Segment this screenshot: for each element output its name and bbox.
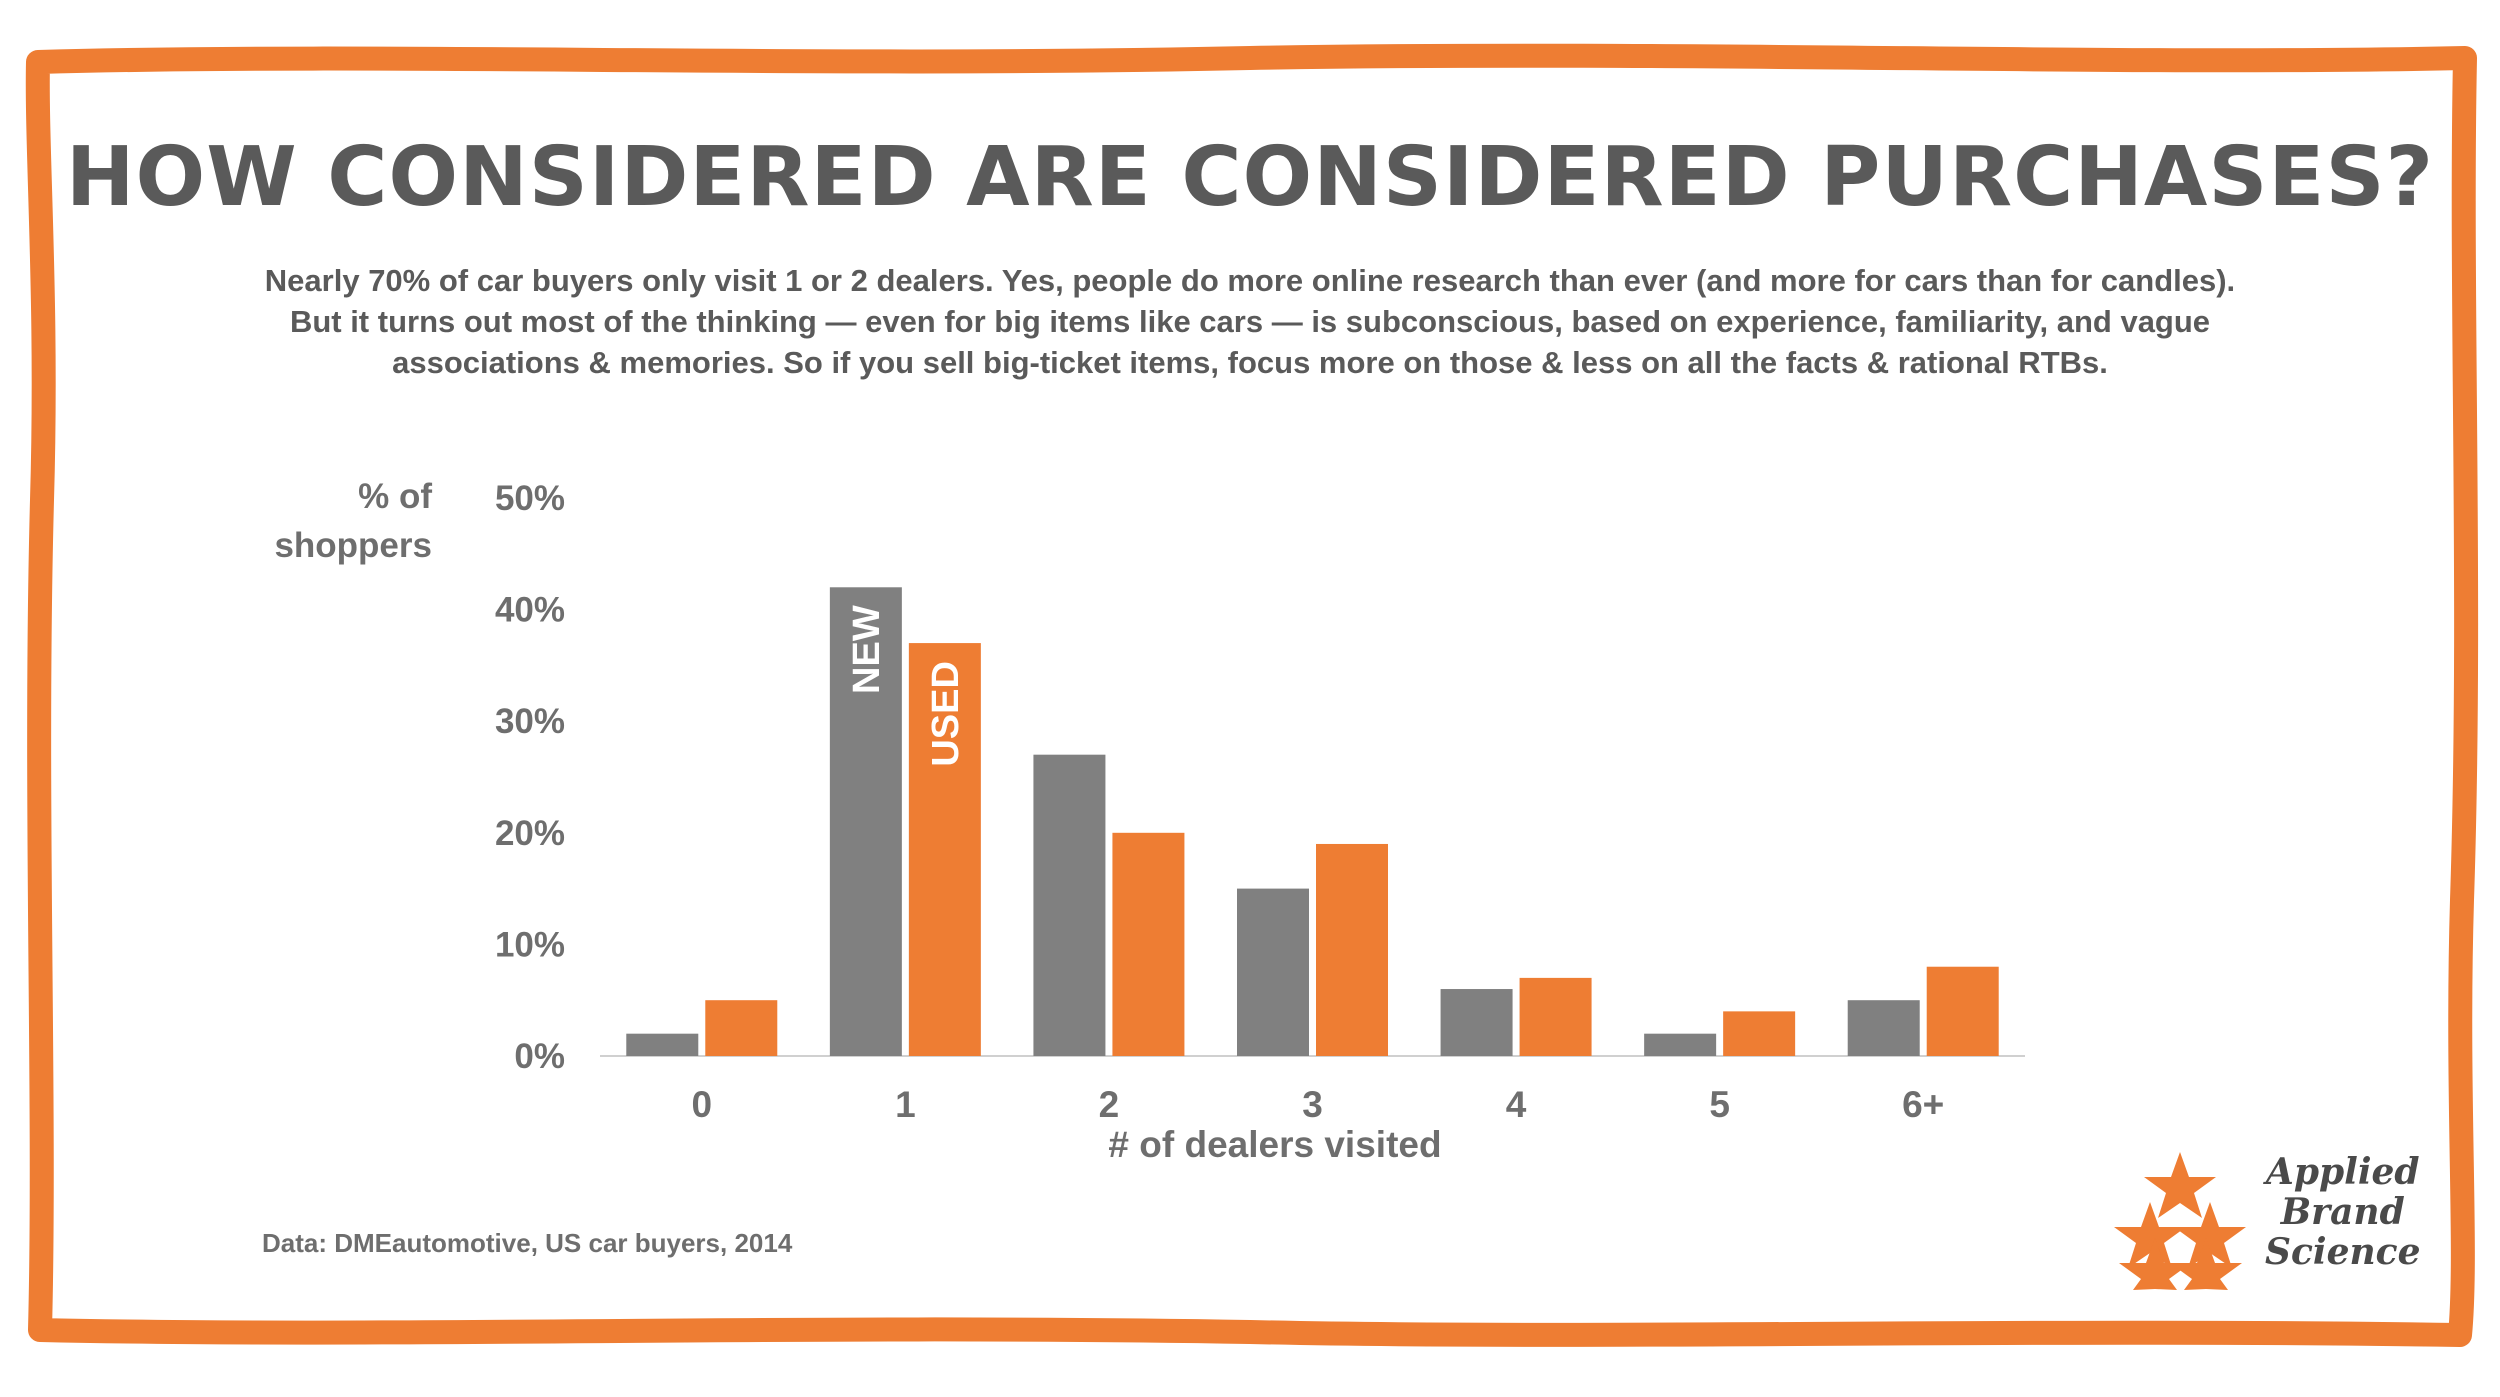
- x-tick-label: 4: [1506, 1084, 1527, 1125]
- bar-new-1: [829, 587, 902, 1056]
- bar-used-0: [705, 1000, 778, 1056]
- bar-new-6+: [1847, 1000, 1920, 1056]
- bar-used-4: [1519, 977, 1592, 1056]
- bar-new-3: [1237, 888, 1309, 1056]
- y-tick-label: 50%: [495, 479, 565, 518]
- logo-line-2: Brand: [2280, 1191, 2405, 1233]
- stars-icon: [2114, 1152, 2246, 1290]
- y-tick-label: 0%: [514, 1037, 565, 1076]
- bar-new-0: [626, 1033, 699, 1056]
- bar-new-4: [1440, 989, 1513, 1056]
- x-axis-label: # of dealers visited: [1108, 1124, 1441, 1165]
- y-axis-label: shoppers: [274, 526, 432, 565]
- series-label-new: NEW: [846, 605, 888, 694]
- x-tick-label: 0: [691, 1084, 712, 1125]
- brand-logo-text: Applied Brand Science: [2265, 1152, 2421, 1272]
- bar-used-2: [1112, 832, 1185, 1056]
- x-tick-label: 5: [1709, 1084, 1730, 1125]
- x-tick-label: 3: [1302, 1084, 1323, 1125]
- page-subtitle: Nearly 70% of car buyers only visit 1 or…: [264, 263, 2236, 380]
- bar-used-1: [908, 643, 981, 1056]
- logo-line-3: Science: [2265, 1231, 2421, 1273]
- x-tick-label: 2: [1099, 1084, 1120, 1125]
- series-label-used: USED: [925, 661, 967, 767]
- bar-used-6+: [1926, 966, 1999, 1056]
- logo-line-1: Applied: [2265, 1151, 2420, 1193]
- y-tick-label: 30%: [495, 702, 565, 741]
- x-tick-label: 6+: [1902, 1084, 1944, 1125]
- bar-used-3: [1316, 843, 1388, 1056]
- y-axis-label: % of: [358, 477, 432, 516]
- data-source: Data: DMEautomotive, US car buyers, 2014: [262, 1228, 793, 1258]
- bar-used-5: [1723, 1011, 1796, 1056]
- page-title: HOW CONSIDERED ARE CONSIDERED PURCHASES?: [65, 130, 2435, 225]
- x-tick-label: 1: [895, 1084, 916, 1125]
- y-tick-label: 10%: [495, 925, 565, 964]
- y-tick-label: 20%: [495, 814, 565, 853]
- bar-new-5: [1644, 1033, 1717, 1056]
- y-tick-label: 40%: [495, 591, 565, 630]
- bar-new-2: [1033, 754, 1106, 1056]
